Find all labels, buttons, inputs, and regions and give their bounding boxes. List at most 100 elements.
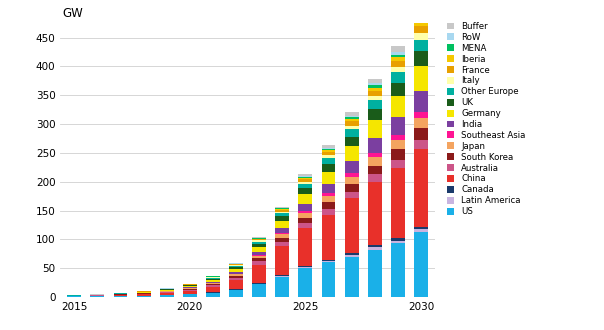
Bar — [252, 247, 266, 252]
Bar — [229, 266, 243, 267]
Bar — [183, 288, 197, 289]
Bar — [345, 112, 359, 116]
Bar — [321, 262, 335, 297]
Bar — [252, 242, 266, 244]
Text: GW: GW — [63, 7, 83, 20]
Bar — [391, 52, 405, 55]
Bar — [368, 153, 382, 157]
Bar — [298, 204, 312, 211]
Bar — [206, 282, 220, 283]
Bar — [414, 40, 428, 51]
Bar — [275, 208, 289, 209]
Bar — [252, 238, 266, 239]
Bar — [229, 272, 243, 274]
Bar — [414, 112, 428, 118]
Bar — [275, 209, 289, 210]
Bar — [414, 128, 428, 140]
Bar — [252, 284, 266, 297]
Bar — [206, 277, 220, 278]
Bar — [160, 289, 174, 290]
Bar — [345, 137, 359, 146]
Bar — [298, 184, 312, 188]
Bar — [321, 145, 335, 148]
Bar — [391, 160, 405, 168]
Bar — [229, 269, 243, 272]
Bar — [391, 243, 405, 297]
Bar — [368, 85, 382, 87]
Bar — [67, 296, 81, 297]
Bar — [298, 179, 312, 182]
Bar — [321, 259, 335, 261]
Bar — [229, 290, 243, 297]
Bar — [298, 218, 312, 223]
Bar — [391, 72, 405, 82]
Bar — [321, 172, 335, 184]
Bar — [275, 221, 289, 228]
Bar — [345, 198, 359, 253]
Bar — [368, 182, 382, 246]
Bar — [229, 265, 243, 266]
Bar — [391, 168, 405, 238]
Bar — [206, 278, 220, 279]
Bar — [414, 33, 428, 40]
Bar — [321, 152, 335, 155]
Bar — [298, 176, 312, 177]
Bar — [114, 295, 127, 296]
Bar — [345, 117, 359, 119]
Bar — [183, 285, 197, 286]
Bar — [345, 146, 359, 161]
Bar — [160, 293, 174, 295]
Bar — [345, 119, 359, 121]
Bar — [275, 228, 289, 233]
Bar — [414, 227, 428, 229]
Bar — [368, 79, 382, 83]
Bar — [275, 238, 289, 242]
Bar — [321, 164, 335, 172]
Bar — [321, 158, 335, 164]
Bar — [368, 138, 382, 153]
Bar — [298, 211, 312, 214]
Bar — [252, 239, 266, 241]
Bar — [252, 283, 266, 284]
Bar — [183, 290, 197, 294]
Bar — [345, 116, 359, 117]
Bar — [275, 277, 289, 297]
Bar — [391, 55, 405, 57]
Bar — [252, 261, 266, 265]
Bar — [275, 210, 289, 212]
Bar — [229, 274, 243, 276]
Bar — [345, 253, 359, 255]
Bar — [229, 276, 243, 278]
Bar — [414, 26, 428, 33]
Bar — [275, 216, 289, 221]
Bar — [368, 87, 382, 90]
Bar — [160, 290, 174, 291]
Bar — [368, 120, 382, 138]
Bar — [321, 155, 335, 158]
Bar — [183, 294, 197, 297]
Bar — [252, 265, 266, 283]
Bar — [298, 223, 312, 228]
Bar — [321, 184, 335, 193]
Bar — [137, 292, 150, 293]
Bar — [368, 246, 382, 248]
Bar — [368, 96, 382, 100]
Bar — [345, 129, 359, 137]
Bar — [391, 238, 405, 241]
Bar — [391, 96, 405, 117]
Bar — [414, 229, 428, 232]
Bar — [345, 177, 359, 184]
Bar — [298, 214, 312, 218]
Bar — [414, 232, 428, 297]
Bar — [414, 90, 428, 112]
Bar — [252, 256, 266, 258]
Bar — [368, 248, 382, 250]
Bar — [206, 285, 220, 287]
Bar — [275, 233, 289, 234]
Bar — [160, 292, 174, 293]
Bar — [206, 283, 220, 284]
Bar — [298, 175, 312, 176]
Bar — [160, 295, 174, 297]
Bar — [414, 51, 428, 66]
Bar — [414, 16, 428, 19]
